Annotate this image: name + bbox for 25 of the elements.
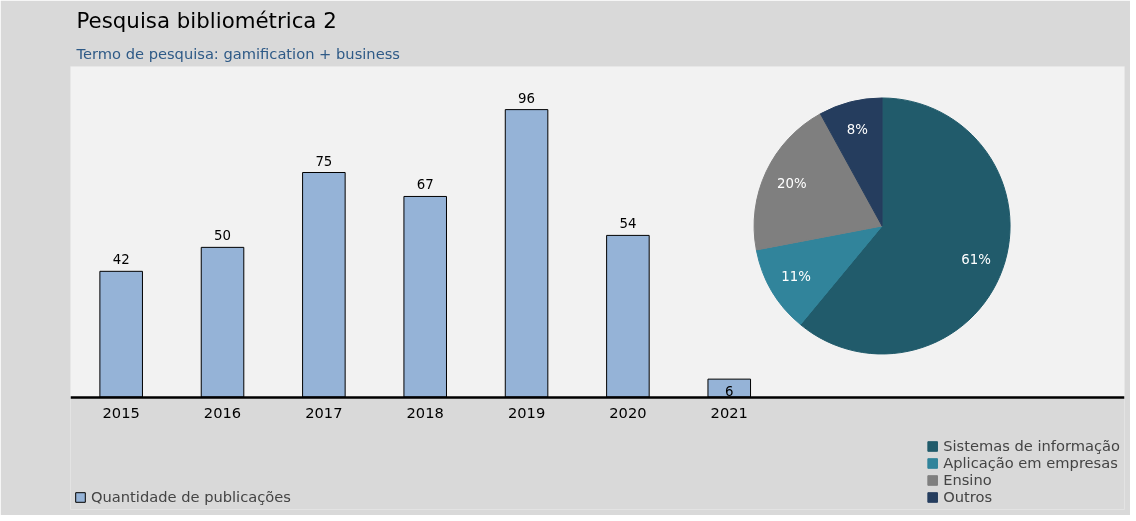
legend-label: Quantidade de publicações — [91, 488, 291, 505]
data-label: 75 — [315, 153, 333, 169]
x-tick-label: 2017 — [305, 404, 343, 422]
chart-subtitle: Termo de pesquisa: gamification + business — [75, 44, 400, 62]
data-label: 11% — [781, 269, 811, 285]
data-label: 6 — [725, 384, 734, 400]
x-tick-label: 2018 — [406, 404, 444, 422]
data-label: 67 — [416, 177, 434, 193]
legend-label: Ensino — [943, 471, 992, 488]
legend-label: Aplicação em empresas — [943, 454, 1118, 471]
data-label: 54 — [619, 216, 637, 232]
x-tick-label: 2016 — [203, 404, 242, 422]
x-tick-label: 2015 — [102, 404, 140, 422]
data-label: 50 — [214, 228, 232, 244]
chart-title: Pesquisa bibliométrica 2 — [76, 7, 337, 33]
data-label: 20% — [776, 175, 807, 191]
data-label: 42 — [112, 252, 130, 268]
legend-label: Outros — [943, 488, 993, 505]
data-label: 8% — [846, 121, 868, 137]
data-label: 96 — [518, 90, 536, 106]
x-tick-label: 2020 — [609, 404, 647, 422]
data-label: 61% — [961, 252, 991, 268]
x-tick-label: 2021 — [710, 404, 748, 422]
x-tick-label: 2019 — [507, 404, 546, 422]
legend-label: Sistemas de informação — [943, 437, 1120, 454]
